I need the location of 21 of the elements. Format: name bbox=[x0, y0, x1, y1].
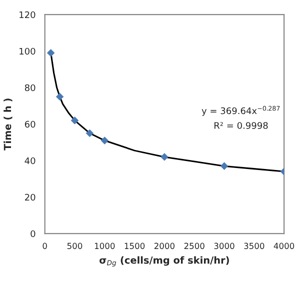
y-tick-label: 80 bbox=[24, 84, 36, 92]
x-tick-label: 3500 bbox=[244, 242, 264, 250]
y-tick-label: 20 bbox=[24, 194, 36, 201]
x-tick-label: 0 bbox=[42, 242, 47, 250]
x-tick-label: 1000 bbox=[94, 242, 115, 250]
x-tick-label: 1500 bbox=[124, 242, 145, 250]
annotation: y = 369.64x$^{−0.287}$ bbox=[202, 106, 280, 116]
y-tick-label: 120 bbox=[20, 11, 36, 18]
y-axis-title: Time ( h ) bbox=[4, 98, 12, 150]
x-tick-label: 500 bbox=[67, 242, 82, 250]
x-tick-label: 2500 bbox=[184, 242, 204, 250]
annotation: R² = 0.9998 bbox=[214, 122, 268, 129]
x-tick-label: 2000 bbox=[154, 242, 174, 250]
point bbox=[160, 153, 168, 161]
y-tick-label: 0 bbox=[30, 230, 36, 238]
y-tick-label: 40 bbox=[24, 157, 36, 164]
x-axis-title: σ$_{Dg}$ (cells/mg of skin/hr) bbox=[100, 256, 229, 267]
y-tick-label: 100 bbox=[20, 48, 36, 55]
x-tick-label: 4000 bbox=[274, 242, 294, 250]
y-tick-label: 60 bbox=[24, 120, 36, 128]
x-tick-label: 3000 bbox=[214, 242, 234, 250]
